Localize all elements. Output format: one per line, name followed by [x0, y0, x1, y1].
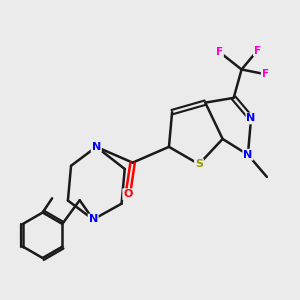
Text: N: N [243, 150, 253, 160]
Text: N: N [88, 214, 98, 224]
Text: F: F [216, 47, 223, 57]
Text: F: F [262, 69, 269, 79]
Text: N: N [92, 142, 101, 152]
Text: N: N [246, 113, 256, 123]
Text: S: S [195, 159, 203, 169]
Text: F: F [254, 46, 261, 56]
Text: O: O [123, 189, 133, 199]
